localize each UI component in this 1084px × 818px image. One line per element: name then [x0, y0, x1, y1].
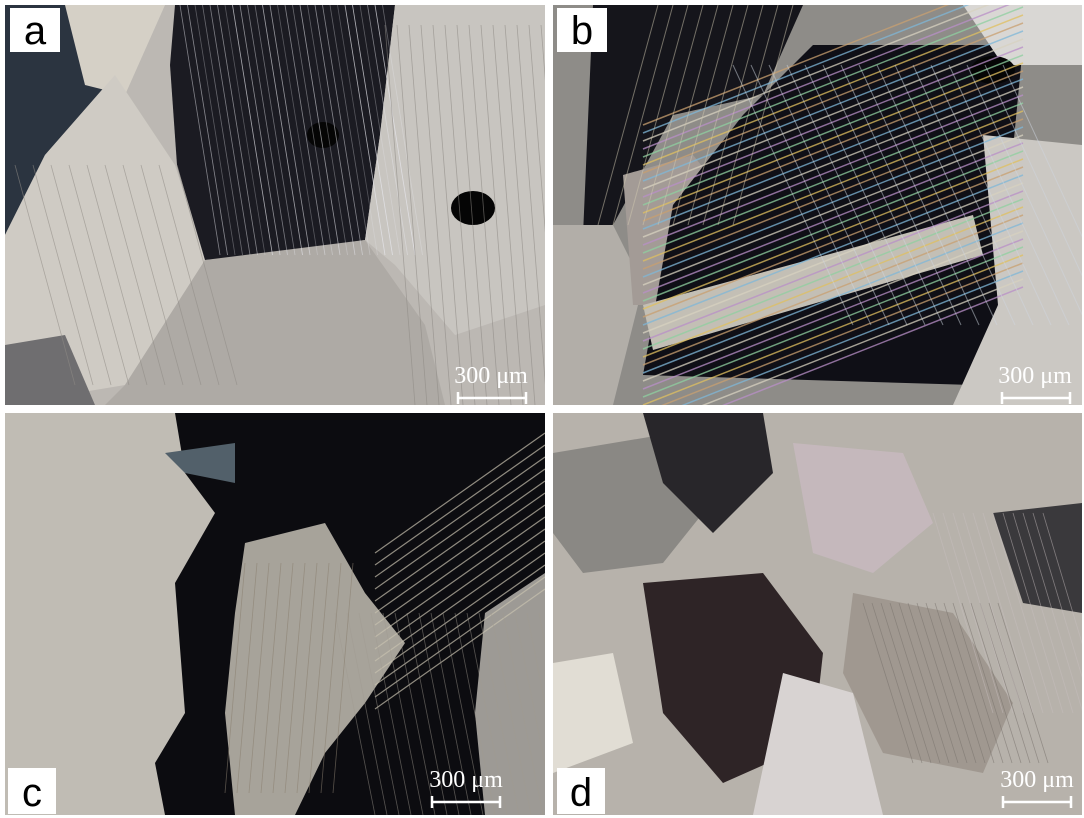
panel-label: d — [570, 771, 592, 815]
scale-bar-label: 300 μm — [429, 767, 503, 793]
figure: a 300 μm b 300 μm c 300 μm d 300 μm — [0, 0, 1084, 818]
panel-a — [5, 5, 571, 405]
scale-bar-label: 300 μm — [998, 363, 1072, 389]
scale-bar-label: 300 μm — [1000, 767, 1074, 793]
scale-bar-label: 300 μm — [454, 363, 528, 389]
pore — [451, 191, 495, 225]
panel-label: a — [24, 9, 47, 53]
panel-label: b — [571, 9, 593, 53]
panel-label: c — [22, 771, 42, 815]
panel-c — [5, 413, 579, 815]
panel-d — [553, 413, 1084, 815]
page: a 300 μm b 300 μm c 300 μm d 300 μm (() … — [0, 0, 1084, 818]
